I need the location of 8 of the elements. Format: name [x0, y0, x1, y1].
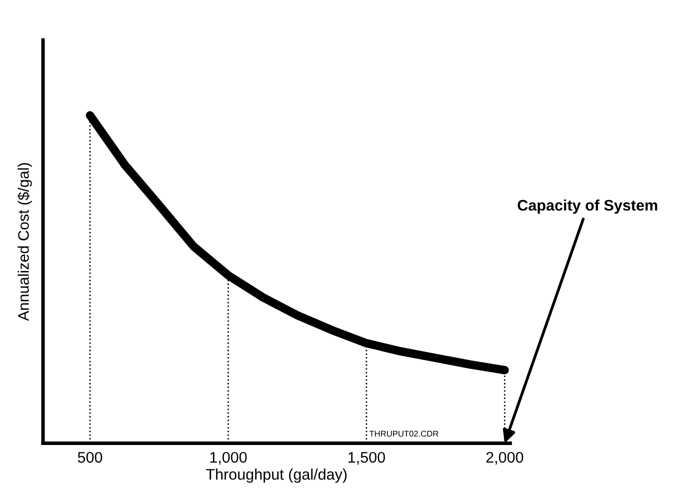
x-tick-label: 1,500 — [348, 452, 385, 465]
annotation: Capacity of System — [518, 199, 658, 214]
annotation: THRUPUT02.CDR — [369, 430, 438, 437]
x-axis-title: Throughput (gal/day) — [206, 468, 347, 483]
y-axis-title: Annualized Cost ($/gal) — [17, 163, 32, 321]
x-tick-label: 1,000 — [210, 452, 247, 465]
x-tick-label: 2,000 — [486, 452, 524, 465]
x-tick-label: 500 — [78, 452, 102, 463]
